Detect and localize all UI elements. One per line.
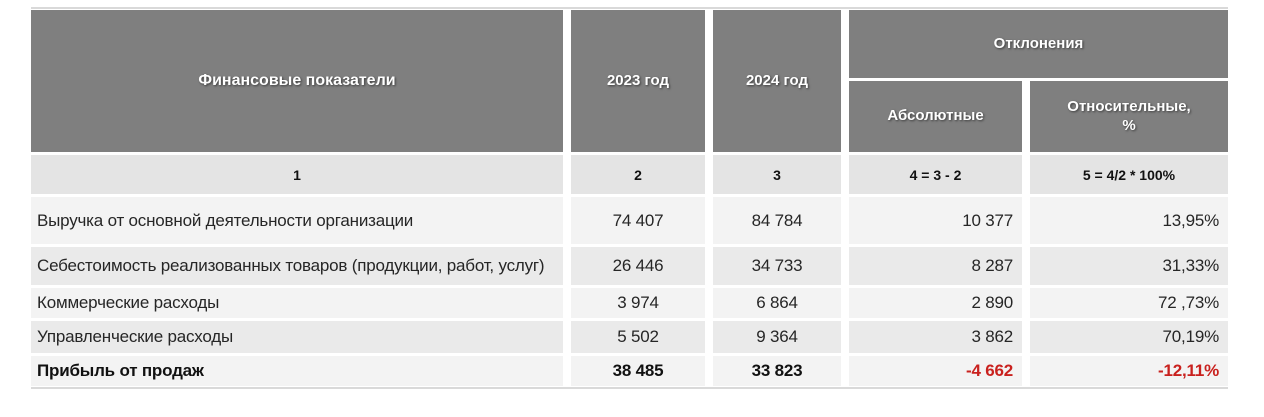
colnum-2: 2 bbox=[571, 155, 705, 194]
row-profit-2024: 33 823 bbox=[713, 356, 841, 386]
row-profit-rel-deviation: -12,11% bbox=[1030, 356, 1228, 386]
colnum-1: 1 bbox=[31, 155, 563, 194]
row-revenue-2023: 74 407 bbox=[571, 197, 705, 244]
row-cogs-abs-deviation: 8 287 bbox=[849, 247, 1022, 285]
row-administrative-label: Управленческие расходы bbox=[31, 321, 563, 353]
table-bottom-border bbox=[31, 387, 1228, 389]
row-administrative-abs-deviation: 3 862 bbox=[849, 321, 1022, 353]
row-revenue-rel-deviation: 13,95% bbox=[1030, 197, 1228, 244]
financial-table: Финансовые показатели 2023 год 2024 год … bbox=[31, 7, 1228, 389]
row-administrative-rel-deviation: 70,19% bbox=[1030, 321, 1228, 353]
table-grid: Финансовые показатели 2023 год 2024 год … bbox=[31, 10, 1228, 386]
row-profit-label: Прибыль от продаж bbox=[31, 356, 563, 386]
row-commercial-abs-deviation: 2 890 bbox=[849, 288, 1022, 318]
row-profit-2023: 38 485 bbox=[571, 356, 705, 386]
table-top-border bbox=[31, 7, 1228, 9]
colnum-5-formula: 5 = 4/2 * 100% bbox=[1030, 155, 1228, 194]
header-deviations: Отклонения bbox=[849, 10, 1228, 78]
row-commercial-2023: 3 974 bbox=[571, 288, 705, 318]
row-cogs-rel-deviation: 31,33% bbox=[1030, 247, 1228, 285]
row-cogs-2024: 34 733 bbox=[713, 247, 841, 285]
colnum-3: 3 bbox=[713, 155, 841, 194]
row-revenue-label: Выручка от основной деятельности организ… bbox=[31, 197, 563, 244]
header-indicators: Финансовые показатели bbox=[31, 10, 563, 152]
row-cogs-label: Себестоимость реализованных товаров (про… bbox=[31, 247, 563, 285]
row-commercial-2024: 6 864 bbox=[713, 288, 841, 318]
header-relative-percent: Относительные, % bbox=[1030, 81, 1228, 152]
header-year-2024: 2024 год bbox=[713, 10, 841, 152]
row-revenue-2024: 84 784 bbox=[713, 197, 841, 244]
colnum-4-formula: 4 = 3 - 2 bbox=[849, 155, 1022, 194]
row-commercial-label: Коммерческие расходы bbox=[31, 288, 563, 318]
row-revenue-abs-deviation: 10 377 bbox=[849, 197, 1022, 244]
header-absolute: Абсолютные bbox=[849, 81, 1022, 152]
row-administrative-2023: 5 502 bbox=[571, 321, 705, 353]
row-cogs-2023: 26 446 bbox=[571, 247, 705, 285]
header-year-2023: 2023 год bbox=[571, 10, 705, 152]
row-administrative-2024: 9 364 bbox=[713, 321, 841, 353]
row-profit-abs-deviation: -4 662 bbox=[849, 356, 1022, 386]
row-commercial-rel-deviation: 72 ,73% bbox=[1030, 288, 1228, 318]
